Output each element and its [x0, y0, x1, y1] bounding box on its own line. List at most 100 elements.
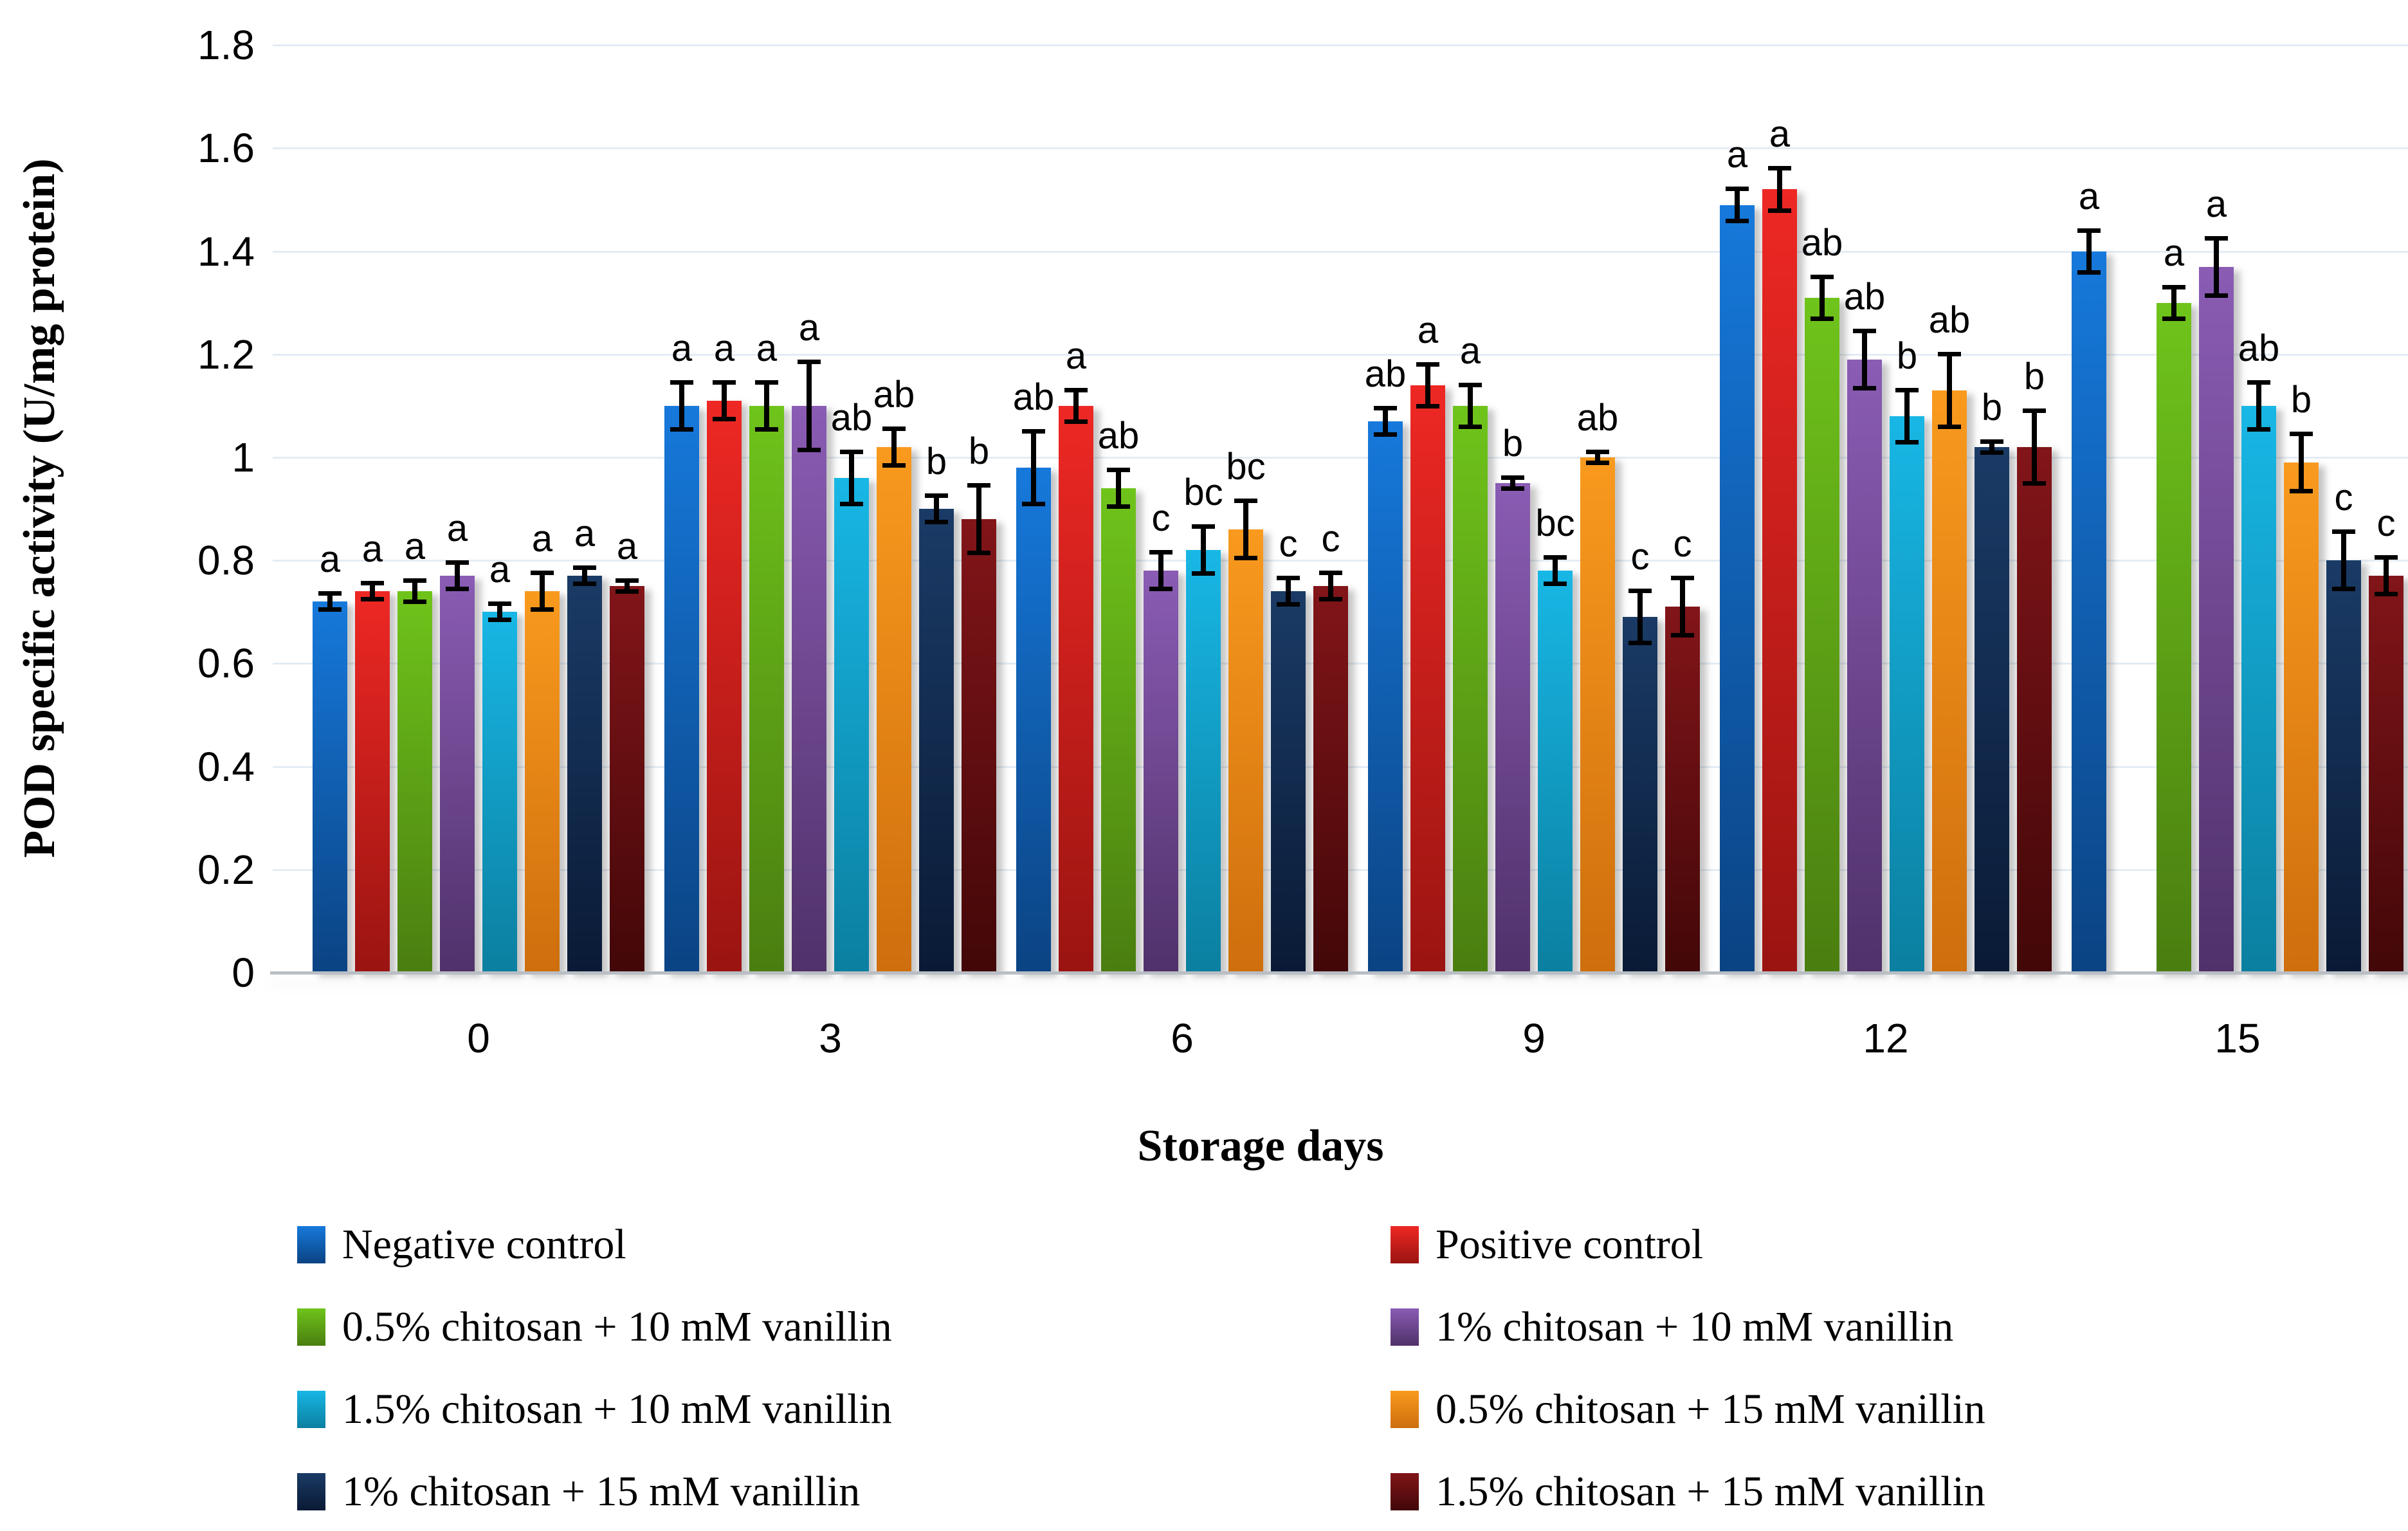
error-bar-stem	[412, 578, 417, 605]
bar-series3-day3	[749, 405, 784, 973]
error-bar-stem	[1553, 555, 1558, 587]
x-axis-baseline	[270, 971, 2408, 975]
bar-series5-day0	[482, 612, 517, 973]
bar-series6-day12	[1932, 390, 1967, 973]
sig-letter-series8-day12: b	[2023, 355, 2045, 398]
error-bar-cap	[1149, 587, 1172, 592]
bar-series6-day6	[1228, 529, 1263, 973]
error-bar-series8-day9	[1671, 576, 1694, 638]
error-bar-cap	[925, 520, 948, 525]
error-bar-stem	[1510, 475, 1515, 491]
error-bar-cap	[713, 416, 736, 421]
error-bar-cap	[1107, 504, 1130, 509]
error-bar-series2-day6	[1064, 387, 1088, 424]
bar-series8-day15	[2369, 576, 2403, 973]
sig-letter-series8-day3: b	[968, 430, 990, 473]
error-bar-stem	[1680, 576, 1685, 638]
error-bar-stem	[1243, 499, 1248, 561]
legend-item-4: 1% chitosan + 10 mM vanillin	[1391, 1298, 1953, 1356]
error-bar-cap	[1853, 385, 1876, 390]
error-bar-cap	[361, 597, 384, 602]
bar-series7-day12	[1975, 446, 2009, 973]
sig-letter-series4-day12: ab	[1843, 275, 1886, 318]
bar-series1-day3	[664, 405, 699, 973]
bar-series1-day0	[313, 601, 347, 973]
error-bar-series7-day12	[1980, 439, 2003, 455]
error-bar-cap	[1768, 208, 1791, 213]
bar-series7-day6	[1271, 591, 1306, 973]
error-bar-series7-day15	[2332, 529, 2355, 592]
legend-swatch-icon	[1391, 1391, 1419, 1428]
bar-series6-day15	[2284, 463, 2319, 973]
error-bar-cap	[1501, 486, 1524, 491]
error-bar-series1-day6	[1022, 428, 1045, 507]
error-bar-series5-day12	[1895, 387, 1919, 445]
sig-letter-series6-day9: ab	[1576, 396, 1619, 439]
error-bar-cap	[2023, 481, 2046, 486]
error-bar-cap	[1234, 556, 1257, 561]
error-bar-stem	[1862, 328, 1867, 390]
bar-series2-day3	[707, 400, 742, 973]
sig-letter-series6-day0: a	[531, 518, 553, 560]
y-tick-label-0.4: 0.4	[197, 743, 255, 790]
error-bar-series8-day12	[2023, 408, 2046, 486]
error-bar-cap	[2162, 316, 2185, 321]
plot-area: a a ab ab a a a a a a a a a ab a ab a a a c b ab a a ab bc bc b ab a a…	[273, 44, 2408, 973]
error-bar-series8-day6	[1319, 571, 1342, 602]
sig-letter-series6-day6: bc	[1226, 446, 1266, 488]
error-bar-cap	[616, 589, 639, 594]
error-bar-stem	[1637, 589, 1643, 646]
error-bar-series4-day0	[446, 560, 469, 592]
error-bar-cap	[798, 447, 821, 452]
error-bar-series1-day12	[1726, 187, 1749, 223]
legend-label-5: 1.5% chitosan + 10 mM vanillin	[342, 1386, 892, 1433]
bar-series4-day0	[440, 576, 475, 973]
error-bar-stem	[1468, 382, 1473, 429]
legend-item-7: 1% chitosan + 15 mM vanillin	[297, 1463, 860, 1521]
bar-series3-day12	[1805, 297, 1839, 973]
error-bar-cap	[2077, 270, 2101, 275]
error-bar-cap	[403, 600, 426, 605]
error-bar-stem	[327, 591, 333, 612]
bar-series2-day0	[355, 591, 390, 973]
bar-series7-day0	[567, 576, 602, 973]
bar-series8-day9	[1665, 607, 1700, 973]
sig-letter-series3-day9: a	[1459, 329, 1481, 372]
sig-letter-series7-day3: b	[926, 441, 947, 483]
sig-letter-series7-day15: c	[2334, 477, 2353, 519]
sig-letter-series3-day0: a	[404, 526, 426, 568]
grid-line-y-1.2	[273, 353, 2408, 356]
sig-letter-series5-day3: ab	[830, 396, 873, 439]
grid-line-y-1.6	[273, 147, 2408, 150]
sig-letter-series1-day15: a	[2078, 175, 2100, 217]
error-bar-series6-day9	[1586, 449, 1609, 465]
error-bar-series6-day6	[1234, 499, 1257, 561]
error-bar-cap	[2375, 592, 2398, 597]
sig-letter-series1-day6: ab	[1012, 376, 1055, 418]
x-axis-title: Storage days	[1137, 1121, 1384, 1171]
sig-letter-series8-day9: c	[1673, 523, 1692, 565]
x-tick-label-3: 3	[819, 1015, 842, 1061]
error-bar-cap	[2332, 587, 2355, 592]
error-bar-stem	[1595, 449, 1600, 465]
sig-letter-series3-day6: ab	[1097, 415, 1140, 457]
error-bar-series3-day15	[2162, 284, 2185, 321]
error-bar-cap	[882, 463, 906, 468]
error-bar-cap	[1586, 461, 1609, 465]
sig-letter-series2-day9: a	[1417, 309, 1439, 351]
sig-letter-series2-day6: a	[1065, 335, 1087, 377]
error-bar-cap	[1277, 602, 1300, 607]
error-bar-stem	[1777, 166, 1782, 213]
y-tick-label-1.4: 1.4	[197, 228, 255, 275]
legend-item-1: Negative control	[297, 1216, 626, 1274]
bar-series4-day3	[792, 405, 826, 973]
error-bar-cap	[1064, 419, 1088, 424]
error-bar-series5-day9	[1544, 555, 1567, 587]
y-tick-label-0.8: 0.8	[197, 537, 255, 584]
sig-letter-series3-day3: a	[756, 327, 778, 369]
sig-letter-series6-day3: ab	[873, 373, 915, 416]
error-bar-series8-day0	[616, 578, 639, 594]
error-bar-stem	[1158, 550, 1163, 592]
error-bar-series6-day15	[2290, 431, 2313, 494]
error-bar-stem	[1201, 524, 1206, 576]
